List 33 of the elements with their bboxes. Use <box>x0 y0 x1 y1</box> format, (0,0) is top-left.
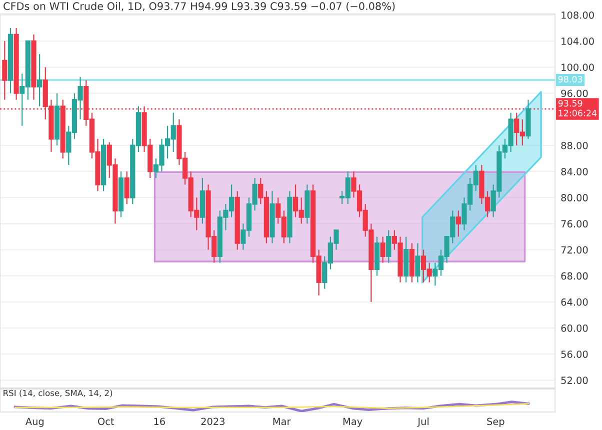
x-tick-label: 16 <box>154 418 165 426</box>
x-tick-label: 2023 <box>201 418 225 426</box>
y-tick-label: 80.00 <box>561 194 588 202</box>
x-tick-label: May <box>343 418 362 427</box>
y-tick-label: 52.00 <box>561 376 588 384</box>
y-tick-label: 68.00 <box>561 272 588 280</box>
y-tick-label: 104.00 <box>562 38 594 45</box>
candlestick <box>456 210 461 238</box>
y-tick-label: 84.00 <box>561 168 588 176</box>
candlestick <box>386 230 392 264</box>
y-tick-label: 64.00 <box>561 298 588 306</box>
candlestick <box>415 242 420 283</box>
chart-title: CFDs on WTI Crude Oil, 1D, O93.77 H94.99 L93.39 C93.59 −0.07 (−0.08%) <box>4 2 395 12</box>
y-tick-label: 56.00 <box>561 350 588 358</box>
x-tick-label: Sep <box>487 418 504 427</box>
y-tick-label: 72.00 <box>561 246 588 254</box>
ref-line-label: 93.59 12:06:24 <box>558 100 597 116</box>
chart-title: RSI (14, close, SMA, 14, 2) <box>4 390 112 398</box>
y-tick-label: 76.00 <box>561 220 588 228</box>
candlestick <box>2 40 8 100</box>
y-tick-label: 88.00 <box>561 142 588 150</box>
x-tick-label: Jul <box>417 418 428 427</box>
candlestick <box>124 170 130 205</box>
y-tick-label: 100.00 <box>562 64 594 71</box>
y-tick-label: 96.00 <box>561 90 588 98</box>
x-tick-label: Oct <box>98 418 114 426</box>
candlestick <box>380 236 386 264</box>
y-tick-label: 108.00 <box>562 11 594 19</box>
x-tick-label: Aug <box>25 418 44 427</box>
ref-line-label: 98.03 <box>558 76 582 83</box>
y-tick-label: 60.00 <box>561 324 588 332</box>
candlestick <box>37 54 42 107</box>
x-tick-label: Mar <box>273 418 291 426</box>
